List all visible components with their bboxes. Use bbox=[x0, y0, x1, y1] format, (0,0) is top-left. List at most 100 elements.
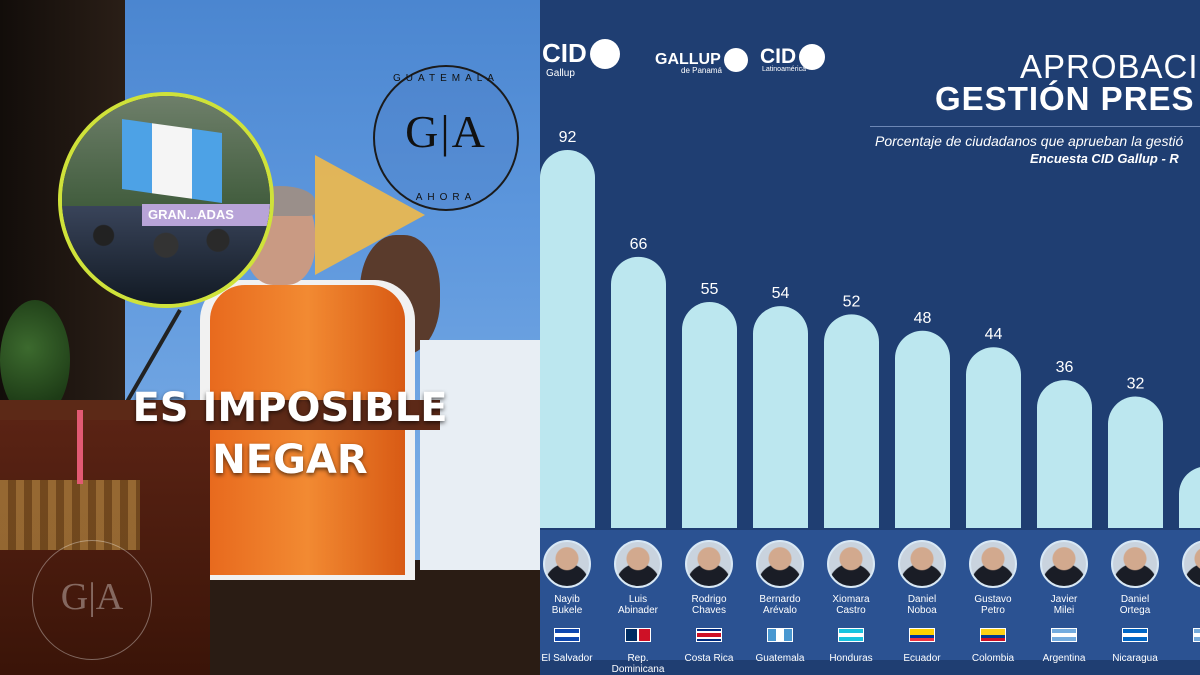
cid-gallup-logo: CID Gallup bbox=[542, 38, 620, 79]
leader-card: Daniel Ortega Nicaragua bbox=[1100, 540, 1170, 664]
title-rule bbox=[870, 126, 1200, 127]
leader-name: Nayib Bukele bbox=[540, 594, 602, 618]
bar-value-label-0: 92 bbox=[559, 129, 577, 146]
logos-row: CID Gallup GALLUP de Panamá CID Latinoam… bbox=[540, 38, 870, 79]
bar-0 bbox=[540, 150, 595, 529]
leader-first-name: Nayib bbox=[554, 594, 580, 605]
country-label: Guatemala bbox=[745, 653, 815, 664]
leader-name: Daniel Ortega bbox=[1100, 594, 1170, 618]
flag-el-salvador-icon bbox=[554, 628, 580, 642]
cid-latinoamerica-logo-sub: Latinoamérica bbox=[762, 66, 806, 73]
leader-card: Javier Milei Argentina bbox=[1029, 540, 1099, 664]
leader-avatar bbox=[1040, 540, 1088, 588]
headline-line-2: NEGAR bbox=[212, 437, 368, 483]
leader-first-name: Rodrigo bbox=[691, 594, 727, 605]
country-label: El Salvador bbox=[540, 653, 602, 664]
country-line-1: Nicaragua bbox=[1112, 653, 1158, 664]
news-photo-panel: GUATEMALA G|A AHORA G|A GRAN...ADAS ES I… bbox=[0, 0, 540, 675]
leader-name: Bernardo Arévalo bbox=[745, 594, 815, 618]
leader-avatar bbox=[898, 540, 946, 588]
chart-title-line-2: GESTIÓN PRES bbox=[935, 80, 1195, 117]
leader-name: Xiomara Castro bbox=[816, 594, 886, 618]
cid-gallup-logo-sub: Gallup bbox=[546, 68, 575, 79]
leader-name: Javier Milei bbox=[1029, 594, 1099, 618]
leader-last-name: Chaves bbox=[692, 605, 726, 616]
country-label: Costa Rica bbox=[674, 653, 744, 664]
bar-value-label-3: 54 bbox=[772, 285, 790, 302]
inset-protest-banner: GRAN...ADAS bbox=[142, 204, 270, 226]
leader-last-name: Bukele bbox=[551, 605, 583, 616]
bar-3 bbox=[753, 306, 808, 528]
cid-gallup-logo-text: CID bbox=[542, 38, 587, 68]
leader-card: Daniel Noboa Ecuador bbox=[887, 540, 957, 664]
flag-partial-icon bbox=[1193, 628, 1200, 642]
leader-name: Luis Abinader bbox=[603, 594, 673, 618]
country-line-1: Ecuador bbox=[903, 653, 941, 664]
bar-chart: 9266555452484436321 bbox=[540, 129, 1200, 529]
globe-icon bbox=[589, 38, 620, 69]
leader-last-name: Abinader bbox=[617, 605, 659, 616]
leader-last-name: Castro bbox=[836, 605, 866, 616]
country-label: Rep. Dominicana bbox=[603, 653, 673, 675]
bar-value-label-1: 66 bbox=[630, 236, 648, 253]
country-label: Nicaragua bbox=[1100, 653, 1170, 664]
flag-argentina-icon bbox=[1051, 628, 1077, 642]
leader-avatar bbox=[1111, 540, 1159, 588]
leader-last-name: Ortega bbox=[1119, 605, 1151, 616]
bar-2 bbox=[682, 302, 737, 528]
bar-value-label-4: 52 bbox=[843, 293, 861, 310]
globe-icon bbox=[799, 44, 826, 70]
bar-6 bbox=[966, 347, 1021, 528]
leader-avatar bbox=[543, 540, 591, 588]
country-line-1: El Salvador bbox=[541, 653, 593, 664]
bar-4 bbox=[824, 314, 879, 528]
guatemala-ahora-logo: GUATEMALA G|A AHORA bbox=[373, 65, 519, 211]
bar-value-label-5: 48 bbox=[914, 310, 932, 327]
flag-guatemala-icon bbox=[767, 628, 793, 642]
leader-first-name: Bernardo bbox=[759, 594, 801, 605]
country-label: Ecuador bbox=[887, 653, 957, 664]
leader-card: Gustavo Petro Colombia bbox=[958, 540, 1028, 664]
flag-ecuador-icon bbox=[909, 628, 935, 642]
leader-card: Luis Abinader Rep. Dominicana bbox=[603, 540, 673, 675]
leader-name: Gustavo Petro bbox=[958, 594, 1028, 618]
bar-value-label-6: 44 bbox=[985, 326, 1003, 343]
leader-last-name: A bbox=[1171, 594, 1200, 605]
gallup-panama-logo-sub: de Panamá bbox=[681, 66, 722, 75]
leader-card: A bbox=[1171, 540, 1200, 653]
watermark-mark: G|A bbox=[60, 576, 124, 618]
logo-bottom-text: AHORA bbox=[415, 192, 477, 203]
country-line-1: Guatemala bbox=[755, 653, 805, 664]
gallup-panama-logo: GALLUP de Panamá bbox=[655, 48, 748, 75]
leader-name: Daniel Noboa bbox=[887, 594, 957, 618]
cid-latinoamerica-logo: CID Latinoamérica bbox=[760, 44, 826, 73]
globe-icon bbox=[723, 48, 748, 72]
leader-name: A bbox=[1171, 594, 1200, 618]
flag-dominican-republic-icon bbox=[625, 628, 651, 642]
leader-avatar bbox=[1182, 540, 1200, 588]
leader-last-name: Noboa bbox=[907, 605, 937, 616]
bottom-strip bbox=[540, 660, 1200, 675]
bar-value-label-7: 36 bbox=[1056, 359, 1074, 376]
flag-costa-rica-icon bbox=[696, 628, 722, 642]
leader-avatar bbox=[969, 540, 1017, 588]
speaker-orange-vest bbox=[210, 285, 405, 575]
headline-line-1: ES IMPOSIBLE bbox=[132, 385, 448, 431]
country-line-2: Dominicana bbox=[611, 664, 665, 675]
country-line-1: Colombia bbox=[971, 653, 1015, 664]
bar-5 bbox=[895, 330, 950, 528]
bar-1 bbox=[611, 256, 666, 528]
leader-first-name: Daniel bbox=[907, 594, 937, 605]
country-line-1: Rep. bbox=[627, 653, 649, 664]
leader-last-name: Arévalo bbox=[763, 605, 797, 616]
leader-avatar bbox=[827, 540, 875, 588]
flag-colombia-icon bbox=[980, 628, 1006, 642]
country-line-1: Costa Rica bbox=[684, 653, 734, 664]
leader-avatar bbox=[756, 540, 804, 588]
gallup-panama-logo-text: GALLUP bbox=[655, 51, 721, 68]
flag-nicaragua-icon bbox=[1122, 628, 1148, 642]
leader-first-name: Javier bbox=[1050, 594, 1078, 605]
leader-card: Xiomara Castro Honduras bbox=[816, 540, 886, 664]
bar-7 bbox=[1037, 380, 1092, 528]
leader-first-name: Xiomara bbox=[832, 594, 870, 605]
